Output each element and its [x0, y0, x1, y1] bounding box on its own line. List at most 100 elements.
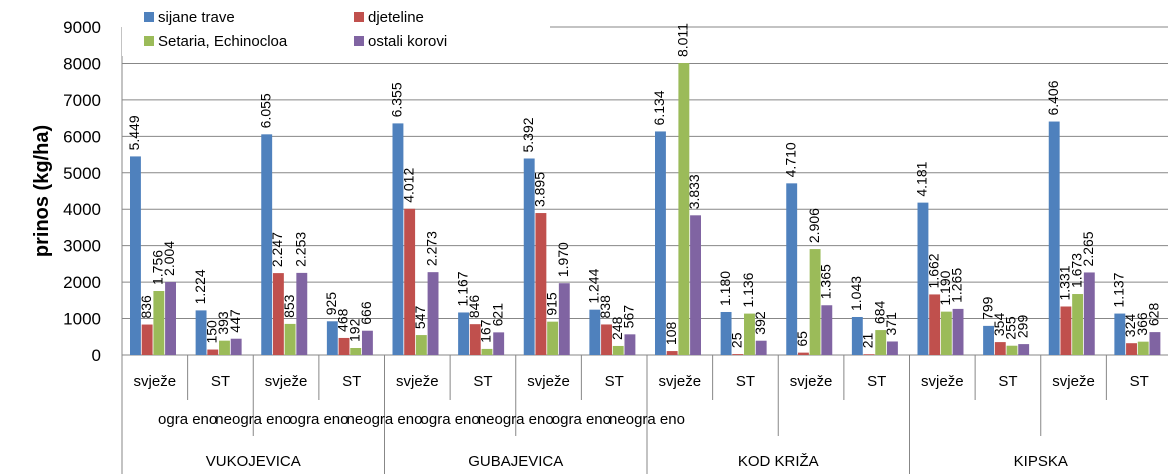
bar — [1048, 121, 1060, 355]
legend-label: sijane trave — [158, 9, 235, 26]
bar — [863, 354, 875, 355]
bar — [195, 310, 207, 355]
data-label: 1.970 — [555, 242, 571, 277]
bar — [851, 316, 863, 355]
data-label: 1.662 — [925, 253, 941, 288]
data-label: 255 — [1003, 316, 1019, 340]
bar — [481, 348, 493, 355]
x-tick-label: ST — [473, 373, 492, 390]
legend-swatch — [144, 36, 154, 46]
data-label: 1.136 — [740, 272, 756, 307]
bar — [130, 156, 141, 355]
y-tick-label: 2000 — [63, 273, 101, 292]
bar — [994, 342, 1006, 355]
x-tick-label: ST — [1130, 373, 1149, 390]
x-tick-label: ST — [605, 373, 624, 390]
y-axis-title: prinos (kg/ha) — [31, 125, 53, 257]
data-label: 167 — [478, 319, 494, 343]
x-tick-label: ST — [736, 373, 755, 390]
bar — [666, 351, 678, 355]
bar — [797, 352, 809, 355]
data-label: 393 — [215, 311, 231, 335]
bar — [952, 308, 964, 355]
bar — [1114, 313, 1126, 355]
data-label: 567 — [621, 305, 637, 329]
data-label: 6.055 — [257, 93, 273, 128]
bar — [361, 330, 373, 355]
data-label: 5.449 — [126, 115, 142, 150]
bar — [350, 348, 362, 355]
data-label: 628 — [1146, 303, 1162, 327]
bar — [589, 309, 601, 355]
bar — [875, 330, 887, 355]
bar — [678, 63, 690, 356]
data-label: 299 — [1014, 315, 1030, 339]
data-label: 2.906 — [806, 208, 822, 243]
legend-swatch — [354, 12, 364, 22]
x-tick-label: svježe — [134, 373, 177, 390]
x-tick-label: svježe — [527, 373, 570, 390]
bar — [1137, 341, 1149, 355]
data-label: 666 — [358, 301, 374, 325]
data-label: 248 — [609, 316, 625, 340]
data-label: 915 — [543, 292, 559, 316]
y-tick-label: 5000 — [63, 164, 101, 183]
data-label: 925 — [323, 292, 339, 316]
y-tick-label: 9000 — [63, 18, 101, 37]
x-group-label: ogra eno — [158, 411, 217, 428]
bar — [153, 291, 165, 355]
bar — [261, 134, 273, 355]
x-tick-label: svježe — [396, 373, 439, 390]
x-site-label: GUBAJEVICA — [468, 453, 563, 470]
data-label: 2.253 — [293, 232, 309, 267]
legend-swatch — [144, 12, 154, 22]
y-tick-label: 7000 — [63, 91, 101, 110]
bar — [732, 354, 744, 355]
bar — [744, 313, 755, 355]
bars — [130, 63, 1161, 356]
y-tick-label: 4000 — [63, 200, 101, 219]
bar — [296, 272, 308, 355]
bar — [284, 323, 296, 355]
x-group-label: neogra eno — [478, 411, 554, 428]
data-label: 65 — [794, 331, 810, 347]
x-tick-label: ST — [998, 373, 1017, 390]
bar — [601, 324, 612, 355]
data-label: 846 — [466, 295, 482, 319]
bar — [1083, 272, 1095, 355]
x-group-label: neogra eno — [215, 411, 291, 428]
bar — [1149, 332, 1161, 355]
data-label: 366 — [1134, 312, 1150, 336]
bar — [821, 305, 833, 355]
data-label: 8.011 — [675, 23, 691, 57]
bar — [535, 213, 547, 355]
bar — [917, 202, 929, 355]
data-label: 4.012 — [400, 168, 416, 203]
legend-background — [122, 6, 550, 56]
data-label: 1.180 — [717, 271, 733, 306]
data-label: 6.134 — [651, 90, 667, 125]
data-label: 1.167 — [454, 271, 470, 306]
bar — [458, 312, 470, 355]
x-group-label: ogra eno — [552, 411, 611, 428]
x-tick-label: svježe — [921, 373, 964, 390]
x-group-label: ogra eno — [289, 411, 348, 428]
data-label: 447 — [227, 309, 243, 333]
data-label: 371 — [883, 312, 899, 336]
data-label: 1.224 — [192, 269, 208, 304]
bar — [219, 340, 230, 355]
bar — [558, 283, 570, 355]
bar — [983, 325, 995, 355]
data-label: 1.673 — [1068, 253, 1084, 288]
bar — [1060, 306, 1072, 355]
bar — [1018, 344, 1030, 355]
data-label: 2.273 — [424, 231, 440, 266]
bar — [624, 334, 636, 355]
data-label: 4.181 — [914, 161, 930, 196]
x-tick-label: ST — [867, 373, 886, 390]
bar — [655, 131, 666, 355]
bar — [272, 273, 284, 355]
x-group-label: neogra eno — [609, 411, 685, 428]
y-tick-label: 1000 — [63, 310, 101, 329]
